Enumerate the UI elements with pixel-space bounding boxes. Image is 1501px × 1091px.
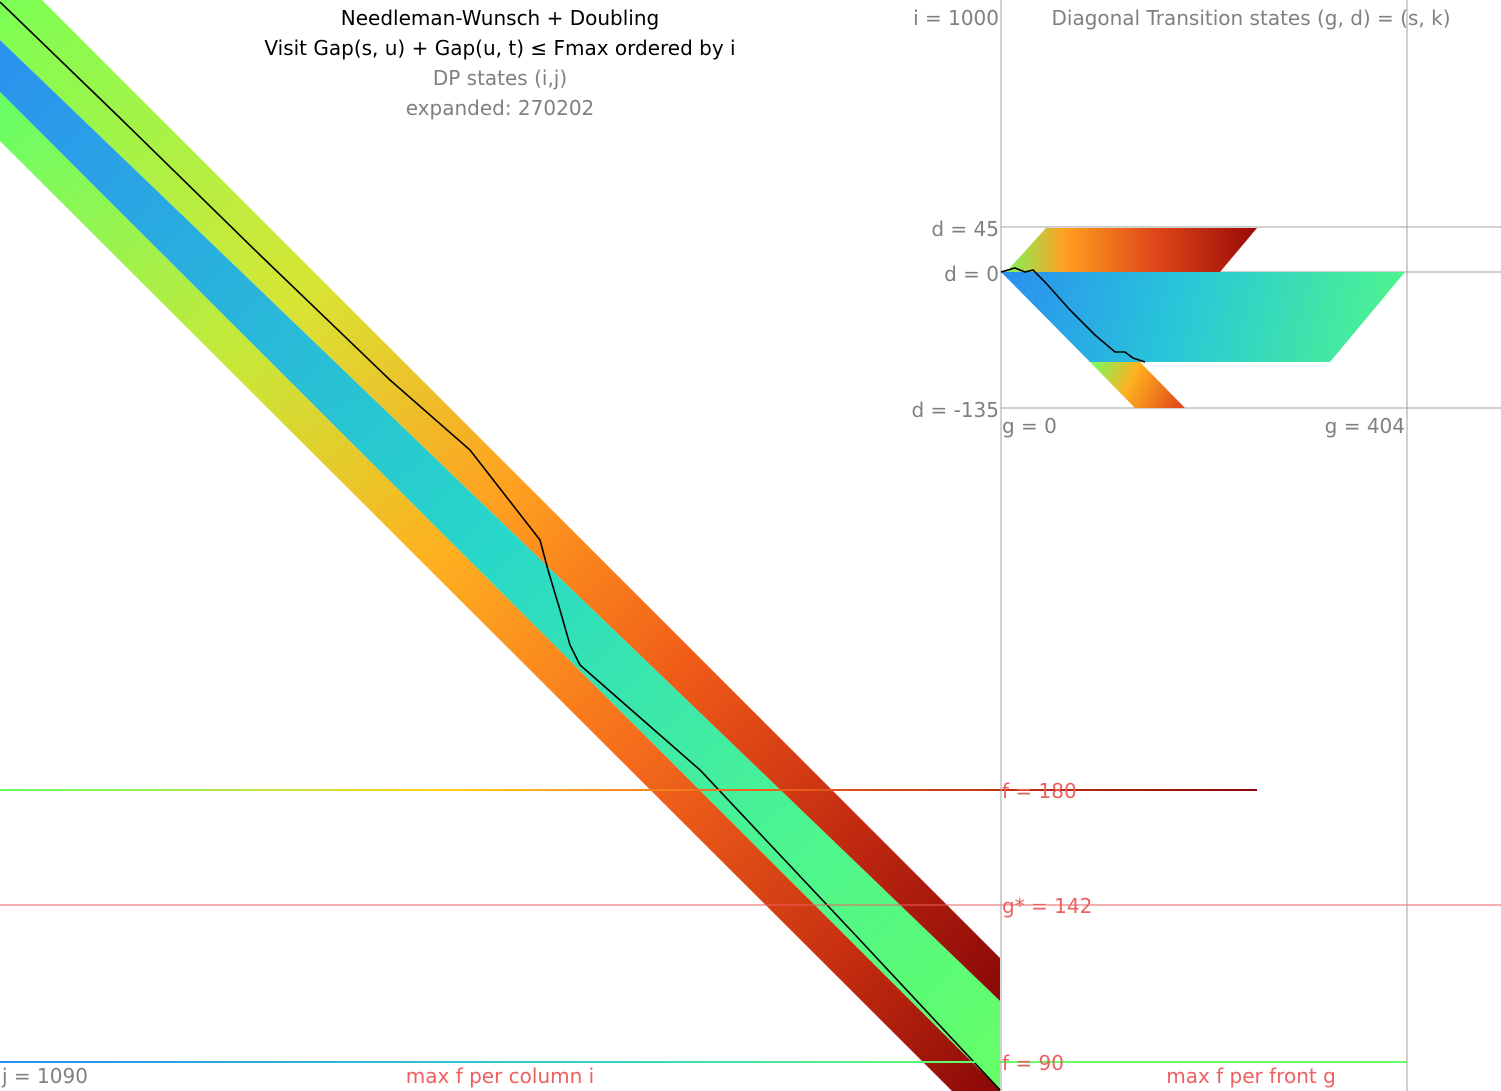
chart-title: Needleman-Wunsch + Doubling xyxy=(341,6,659,30)
dt-optimal-path xyxy=(1000,267,1146,363)
d-45-label: d = 45 xyxy=(931,217,999,241)
max-f-column-caption: max f per column i xyxy=(406,1064,594,1088)
lower-band xyxy=(0,92,1000,1091)
i-label: i = 1000 xyxy=(913,6,999,30)
dt-title: Diagonal Transition states (g, d) = (s, … xyxy=(1051,6,1450,30)
chart-subtitle: Visit Gap(s, u) + Gap(u, t) ≤ Fmax order… xyxy=(264,36,735,60)
dp-states-region xyxy=(0,0,1001,1091)
dt-states-region xyxy=(1000,228,1405,408)
d-minus135-label: d = -135 xyxy=(911,398,999,422)
f-180-label: f = 180 xyxy=(1002,779,1077,803)
expanded-count: expanded: 270202 xyxy=(406,96,595,120)
optimal-path xyxy=(0,1,1001,1091)
max-f-front-caption: max f per front g xyxy=(1166,1064,1336,1088)
d-0-label: d = 0 xyxy=(944,262,999,286)
g-404-label: g = 404 xyxy=(1325,414,1405,438)
dt-main-band xyxy=(1001,272,1405,362)
main-band xyxy=(0,40,1000,1090)
f-90-label: f = 90 xyxy=(1002,1051,1064,1075)
states-label: DP states (i,j) xyxy=(433,66,567,90)
j-label: j = 1090 xyxy=(1,1064,88,1088)
g-0-label: g = 0 xyxy=(1002,414,1057,438)
dt-top-band xyxy=(1006,228,1257,272)
upper-band xyxy=(0,0,1000,1001)
dt-bottom-band xyxy=(1090,362,1185,408)
g-star-label: g* = 142 xyxy=(1002,894,1092,918)
